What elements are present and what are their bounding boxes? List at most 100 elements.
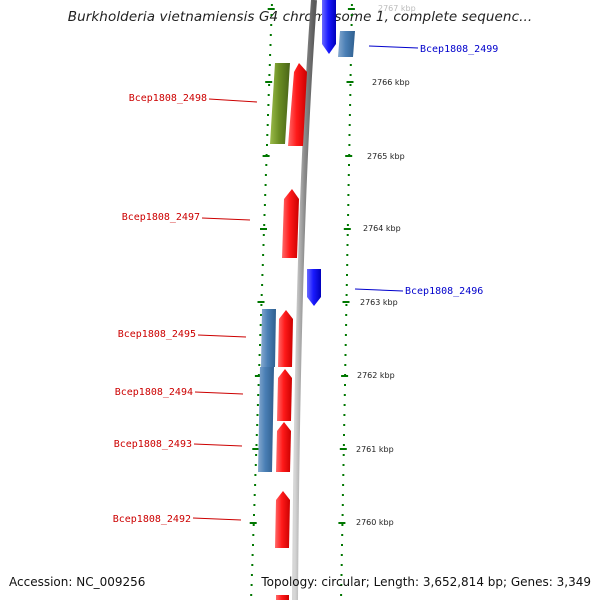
- inner-guide-track-dot: [256, 414, 259, 416]
- axis-tick-labels: 2767 kbp 2766 kbp 2765 kbp 2764 kbp 2763…: [356, 4, 416, 527]
- outer-major-tick-2764: [343, 228, 351, 230]
- gene-label-Bcep1808_2494[interactable]: Bcep1808_2494: [115, 387, 193, 398]
- inner-major-tick-2763: [257, 301, 265, 303]
- inner-guide-track-dot: [256, 424, 259, 426]
- inner-guide-track-dot: [259, 344, 261, 346]
- inner-guide-track-dot: [261, 274, 264, 276]
- leader-line-Bcep1808_2492: [192, 517, 242, 521]
- gene-box-Bcep1808_2498_b[interactable]: [270, 63, 290, 144]
- outer-guide-track-dot: [341, 534, 344, 536]
- inner-guide-track-dot: [264, 174, 267, 176]
- outer-guide-track-dot: [346, 274, 348, 276]
- outer-guide-track-dot: [346, 254, 349, 256]
- gene-box-Bcep1808_2495_b[interactable]: [261, 309, 276, 367]
- outer-guide-track-dot: [347, 194, 350, 196]
- leader-line-Bcep1808_2493: [193, 443, 243, 447]
- gene-label-Bcep1808_2495[interactable]: Bcep1808_2495: [118, 329, 196, 340]
- outer-guide-track-dot: [343, 424, 346, 426]
- inner-major-tick-2765: [262, 155, 270, 157]
- gene-arrow-Bcep1808_2492[interactable]: [275, 491, 290, 548]
- outer-guide-track-dot: [346, 244, 349, 246]
- inner-guide-track-dot: [263, 214, 266, 216]
- gene-arrow-Bcep1808_2497[interactable]: [282, 189, 299, 258]
- inner-guide-track-dot: [255, 454, 258, 456]
- inner-guide-track-dot: [269, 44, 272, 46]
- gene-label-Bcep1808_2497[interactable]: Bcep1808_2497: [122, 212, 200, 223]
- outer-guide-track-dot: [344, 364, 347, 366]
- outer-guide-track-dot: [340, 594, 343, 596]
- leader-line-Bcep1808_2496: [354, 288, 404, 292]
- outer-guide-track-dot: [350, 4, 353, 6]
- gene-arrow-Bcep1808_2496[interactable]: [307, 269, 321, 306]
- leader-line-Bcep1808_2497: [201, 217, 251, 221]
- inner-guide-track-dot: [250, 594, 253, 596]
- gene-arrow-Bcep1808_2494[interactable]: [277, 369, 292, 421]
- inner-guide-track-dot: [258, 364, 261, 366]
- inner-guide-track-dot: [260, 294, 263, 296]
- leader-line-Bcep1808_2499: [368, 45, 419, 49]
- outer-guide-track-dot: [340, 554, 343, 556]
- accession-text: Accession: NC_009256: [9, 575, 146, 589]
- inner-guide-track-dot: [268, 64, 271, 66]
- outer-guide-track-dot: [340, 584, 343, 586]
- inner-guide-track-dot: [270, 4, 273, 6]
- inner-major-tick-2760: [249, 522, 257, 524]
- outer-guide-track-dot: [347, 174, 350, 176]
- gene-box-Bcep1808_2499_b[interactable]: [338, 31, 355, 57]
- outer-guide-track-dot: [350, 14, 353, 16]
- map-title: Burkholderia vietnamiensis G4 chromosome…: [67, 9, 533, 25]
- gene-label-Bcep1808_2496[interactable]: Bcep1808_2496: [405, 286, 483, 297]
- inner-guide-track-dot: [267, 94, 270, 96]
- gene-label-Bcep1808_2498[interactable]: Bcep1808_2498: [129, 93, 207, 104]
- inner-guide-track-dot: [259, 324, 262, 326]
- outer-guide-track-dot: [345, 314, 348, 316]
- inner-guide-track-dot: [269, 54, 272, 56]
- outer-guide-track-dot: [345, 324, 348, 326]
- outer-guide-track-dot: [341, 544, 343, 546]
- gene-box-Bcep1808_2493_b[interactable]: [258, 367, 274, 472]
- inner-guide-track-dot: [266, 124, 269, 126]
- inner-guide-track-dot: [251, 564, 254, 566]
- gene-arrow-Bcep1808_2498[interactable]: [288, 63, 307, 146]
- outer-guide-track-dot: [341, 514, 344, 516]
- outer-guide-track-dot: [349, 94, 352, 96]
- outer-guide-track-dot: [348, 134, 351, 136]
- gene-label-Bcep1808_2499[interactable]: Bcep1808_2499: [420, 44, 498, 55]
- gene-label-Bcep1808_2492[interactable]: Bcep1808_2492: [113, 514, 191, 525]
- outer-guide-track-dot: [342, 474, 345, 476]
- inner-guide-track-dot: [250, 574, 253, 576]
- inner-guide-track-dot: [259, 334, 262, 336]
- outer-guide-track-dot: [347, 214, 350, 216]
- outer-guide-track-dot: [341, 504, 344, 506]
- outer-guide-track-dot: [341, 494, 344, 496]
- outer-guide-track-dot: [349, 74, 352, 76]
- outer-guide-track-dot: [348, 144, 351, 146]
- outer-guide-track-dot: [349, 84, 352, 86]
- outer-guide-track-dot: [342, 484, 345, 486]
- gene-arrow-Bcep1808_2493[interactable]: [276, 422, 291, 472]
- leader-line-Bcep1808_2498: [208, 98, 258, 103]
- inner-guide-track-dot: [254, 484, 257, 486]
- inner-guide-track-dot: [255, 444, 258, 446]
- outer-guide-track-dot: [345, 294, 348, 296]
- inner-guide-track-dot: [262, 244, 265, 246]
- outer-guide-track-dot: [344, 354, 347, 356]
- outer-guide-track-dot: [345, 284, 348, 286]
- inner-major-tick-2766: [265, 81, 273, 83]
- inner-guide-track-dot: [268, 74, 271, 76]
- inner-guide-track-dot: [261, 284, 264, 286]
- outer-guide-track-dot: [348, 114, 351, 116]
- inner-guide-track-dot: [265, 164, 268, 166]
- outer-guide-track-dot: [342, 454, 345, 456]
- outer-major-tick-2767: [347, 8, 355, 10]
- gene-arrow-Bcep1808_2495[interactable]: [278, 310, 293, 367]
- leader-line-Bcep1808_2495: [197, 334, 247, 338]
- gene-label-Bcep1808_2493[interactable]: Bcep1808_2493: [114, 439, 192, 450]
- outer-major-tick-2763: [342, 301, 350, 303]
- gene-arrow-Bcep1808_2499[interactable]: [322, 0, 336, 54]
- gene-arrow-Bcep1808_2491[interactable]: [276, 595, 289, 600]
- outer-guide-track-dot: [346, 224, 349, 226]
- axis-tick-label-2765: 2765 kbp: [367, 152, 405, 161]
- outer-major-tick-2760: [338, 522, 346, 524]
- inner-guide-track-dot: [266, 134, 269, 136]
